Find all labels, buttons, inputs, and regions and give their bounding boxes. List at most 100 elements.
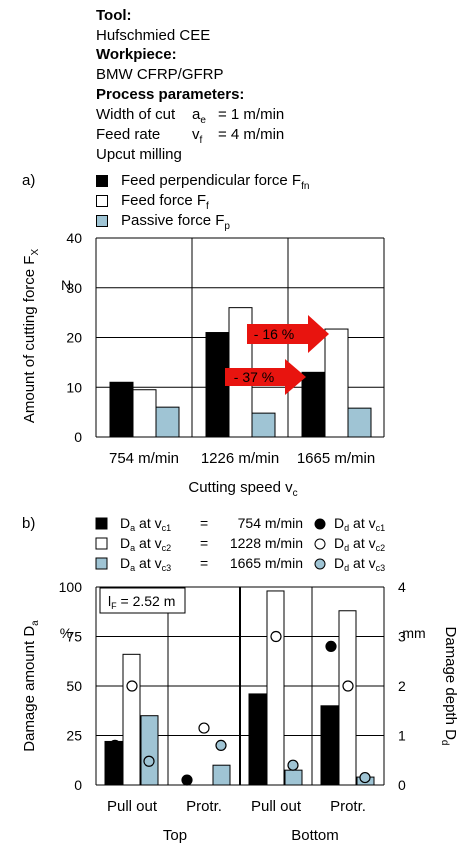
legend-swatch-ffn (96, 175, 108, 187)
point (198, 722, 210, 734)
tool-label: Tool: (96, 7, 132, 24)
tool-value: Hufschmied CEE (96, 27, 211, 44)
annotation-minus-16: - 16 % (254, 326, 294, 342)
y-tick-label: 0 (74, 429, 82, 445)
point (181, 774, 193, 786)
y2-tick-label: 4 (398, 579, 406, 595)
process-parameters-label: Process parameters: (96, 86, 245, 103)
chart-b-category-labels: Pull out Protr. Pull out Protr. (107, 798, 366, 815)
legend-swatch (95, 557, 108, 570)
point (109, 739, 121, 751)
chart-a-unit: N (61, 277, 71, 293)
legend-da-label: Da at vc2 (120, 535, 171, 553)
chart-a-tick-labels: 0 10 20 30 40 (66, 230, 82, 445)
chart-a-bars (109, 307, 372, 438)
legend-dd-label: Dd at vc1 (334, 515, 385, 533)
point (270, 630, 282, 643)
point (287, 759, 299, 771)
y2-tick-label: 3 (398, 629, 406, 645)
bar (338, 610, 357, 786)
x-tick-label: Pull out (251, 798, 302, 815)
y2-tick-label: 2 (398, 678, 406, 694)
x-tick-label: 1226 m/min (201, 450, 279, 467)
legend-label-fp: Passive force Fp (121, 212, 230, 232)
chart-a-category-labels: 754 m/min 1226 m/min 1665 m/min (109, 450, 375, 467)
point (215, 739, 227, 751)
y-tick-label: 40 (66, 230, 82, 246)
legend-dd-label: Dd at vc3 (334, 555, 385, 573)
point (342, 680, 354, 692)
y2-tick-label: 0 (398, 777, 406, 793)
legend-equals: = (200, 555, 208, 571)
legend-swatch-fp (96, 215, 108, 227)
chart-b-points (109, 630, 371, 786)
ae-symbol: ae (192, 106, 206, 126)
x-tick-label: Protr. (330, 798, 366, 815)
legend-swatch-ff (96, 195, 108, 207)
panel-b-letter: b) (22, 515, 36, 532)
legend-equals: = (200, 515, 208, 531)
annotation-minus-37: - 37 % (234, 369, 274, 385)
width-of-cut-label: Width of cut (96, 106, 176, 123)
point (143, 755, 155, 767)
ae-value: = 1 m/min (218, 106, 285, 123)
legend-swatch (95, 537, 108, 550)
workpiece-value: BMW CFRP/GFRP (96, 66, 224, 83)
bar (301, 371, 326, 438)
chart-b-y-axis-label-left: Damage amount Da (21, 620, 41, 752)
y-tick-label: 0 (74, 777, 82, 793)
legend-equals: = (200, 535, 208, 551)
y-tick-label: 25 (66, 728, 82, 744)
legend-dd-label: Dd at vc2 (334, 535, 385, 553)
damage-chart: 0 25 50 75 100 0 1 2 3 4 Pull out Protr. Pull out Pr… (21, 579, 459, 844)
chart-b-tick-labels: 0 25 50 75 100 0 1 2 3 4 (59, 579, 406, 793)
legend-da-label: Da at vc1 (120, 515, 171, 533)
bar (320, 705, 339, 786)
point (253, 729, 265, 742)
feed-rate-label: Feed rate (96, 126, 161, 143)
bar (212, 764, 231, 786)
chart-b-y-axis-label-right: Damage depth Dd (439, 627, 459, 746)
legend-label-ffn: Feed perpendicular force Ffn (121, 172, 310, 192)
y-tick-label: 30 (66, 280, 82, 296)
chart-a-x-axis-label: Cutting speed vc (188, 479, 297, 499)
point (325, 640, 337, 653)
legend-speed: 1228 m/min (230, 535, 303, 551)
y-tick-label: 20 (66, 330, 82, 346)
legend-speed: 754 m/min (238, 515, 303, 531)
lf-box (99, 587, 186, 614)
legend-swatch (95, 517, 108, 530)
chart-b-unit-right: mm (402, 625, 425, 641)
chart-b-bars (104, 590, 375, 786)
y-tick-label: 10 (66, 379, 82, 395)
panel-a-letter: a) (22, 172, 36, 189)
legend-speed: 1665 m/min (230, 555, 303, 571)
y-tick-label: 75 (66, 629, 82, 645)
group-label-bottom: Bottom (291, 827, 339, 844)
workpiece-label: Workpiece: (96, 46, 177, 63)
legend-point (314, 558, 326, 570)
bar (140, 715, 159, 786)
y-tick-label: 50 (66, 678, 82, 694)
y2-tick-label: 1 (398, 728, 406, 744)
x-tick-label: 754 m/min (109, 450, 179, 467)
chart-b-unit-left: % (60, 625, 72, 641)
bar (266, 590, 285, 786)
legend-label-ff: Feed force Ff (121, 192, 209, 212)
point (359, 771, 371, 784)
y-tick-label: 100 (59, 579, 83, 595)
group-label-top: Top (163, 827, 187, 844)
bar (284, 769, 303, 786)
arrow-minus-16-percent: - 16 % (247, 315, 329, 353)
vf-symbol: vf (192, 126, 203, 146)
chart-a-y-axis-label: Amount of cutting force FX (21, 249, 41, 424)
legend-da-label: Da at vc3 (120, 555, 171, 573)
bar (109, 381, 134, 438)
bar (122, 653, 141, 786)
panel-b-legend: Da at vc1 = 754 m/min Dd at vc1 Da at vc2 = 12… (95, 515, 385, 573)
arrow-minus-37-percent: - 37 % (225, 359, 306, 395)
bar (251, 412, 276, 438)
bar (155, 406, 180, 438)
vf-value: = 4 m/min (218, 126, 285, 143)
bar (324, 328, 349, 438)
